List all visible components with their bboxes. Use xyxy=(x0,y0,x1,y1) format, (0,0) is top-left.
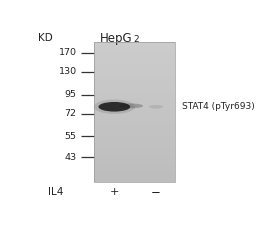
Bar xyxy=(94,161,175,164)
Text: 170: 170 xyxy=(59,48,77,57)
Ellipse shape xyxy=(119,104,143,108)
Bar xyxy=(94,112,175,116)
Bar xyxy=(94,151,175,154)
Bar xyxy=(94,91,175,94)
Bar xyxy=(94,81,175,84)
Bar xyxy=(94,154,175,158)
Bar xyxy=(94,123,175,126)
Text: 55: 55 xyxy=(65,132,77,141)
Text: HepG: HepG xyxy=(100,32,133,45)
Bar xyxy=(94,59,175,63)
Bar xyxy=(94,133,175,136)
Bar xyxy=(94,84,175,88)
Bar xyxy=(94,46,175,49)
Bar xyxy=(94,70,175,74)
Bar xyxy=(94,53,175,56)
Bar xyxy=(94,175,175,178)
Bar xyxy=(94,171,175,175)
Text: 72: 72 xyxy=(65,109,77,118)
Bar xyxy=(94,129,175,133)
Bar xyxy=(94,168,175,171)
Ellipse shape xyxy=(94,100,135,114)
Bar xyxy=(94,143,175,147)
Text: KD: KD xyxy=(38,33,53,43)
Text: 130: 130 xyxy=(59,67,77,76)
Bar xyxy=(94,56,175,59)
Bar xyxy=(94,94,175,98)
Bar xyxy=(94,158,175,161)
Bar xyxy=(94,140,175,143)
Bar xyxy=(94,164,175,168)
Bar xyxy=(94,101,175,105)
Bar xyxy=(94,63,175,67)
Text: 95: 95 xyxy=(65,90,77,99)
Bar xyxy=(94,116,175,119)
Bar xyxy=(94,136,175,140)
Bar xyxy=(94,126,175,129)
Bar xyxy=(94,178,175,182)
Bar xyxy=(94,119,175,123)
Bar xyxy=(94,42,175,182)
Ellipse shape xyxy=(99,102,130,112)
Text: IL4: IL4 xyxy=(48,188,63,197)
Bar xyxy=(94,147,175,151)
Text: STAT4 (pTyr693): STAT4 (pTyr693) xyxy=(182,102,254,111)
Text: 43: 43 xyxy=(65,153,77,162)
Bar xyxy=(94,105,175,109)
Text: −: − xyxy=(151,186,161,199)
Bar xyxy=(94,42,175,46)
Bar xyxy=(94,98,175,101)
Text: 2: 2 xyxy=(134,35,139,44)
Bar xyxy=(94,109,175,112)
Bar xyxy=(94,67,175,70)
Bar xyxy=(94,77,175,81)
Ellipse shape xyxy=(149,105,163,109)
Text: +: + xyxy=(110,188,119,197)
Bar xyxy=(94,74,175,77)
Bar xyxy=(94,88,175,91)
Bar xyxy=(94,49,175,53)
